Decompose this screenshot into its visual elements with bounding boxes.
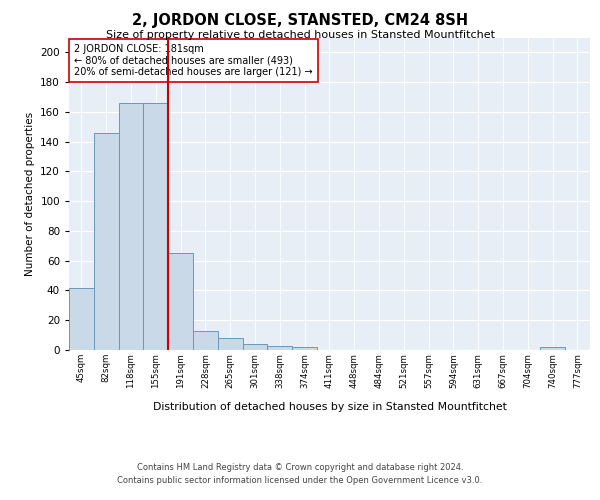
Text: Distribution of detached houses by size in Stansted Mountfitchet: Distribution of detached houses by size … <box>153 402 507 412</box>
Text: 2 JORDON CLOSE: 181sqm
← 80% of detached houses are smaller (493)
20% of semi-de: 2 JORDON CLOSE: 181sqm ← 80% of detached… <box>74 44 313 77</box>
Bar <box>292 347 317 350</box>
Y-axis label: Number of detached properties: Number of detached properties <box>25 112 35 276</box>
Bar <box>168 254 193 350</box>
Bar <box>242 344 268 350</box>
Text: Size of property relative to detached houses in Stansted Mountfitchet: Size of property relative to detached ho… <box>106 30 494 40</box>
Text: Contains HM Land Registry data © Crown copyright and database right 2024.: Contains HM Land Registry data © Crown c… <box>137 462 463 471</box>
Text: 2, JORDON CLOSE, STANSTED, CM24 8SH: 2, JORDON CLOSE, STANSTED, CM24 8SH <box>132 12 468 28</box>
Bar <box>119 103 143 350</box>
Bar <box>94 132 119 350</box>
Bar <box>193 330 218 350</box>
Text: Contains public sector information licensed under the Open Government Licence v3: Contains public sector information licen… <box>118 476 482 485</box>
Bar <box>69 288 94 350</box>
Bar <box>268 346 292 350</box>
Bar <box>218 338 242 350</box>
Bar <box>540 347 565 350</box>
Bar <box>143 103 168 350</box>
